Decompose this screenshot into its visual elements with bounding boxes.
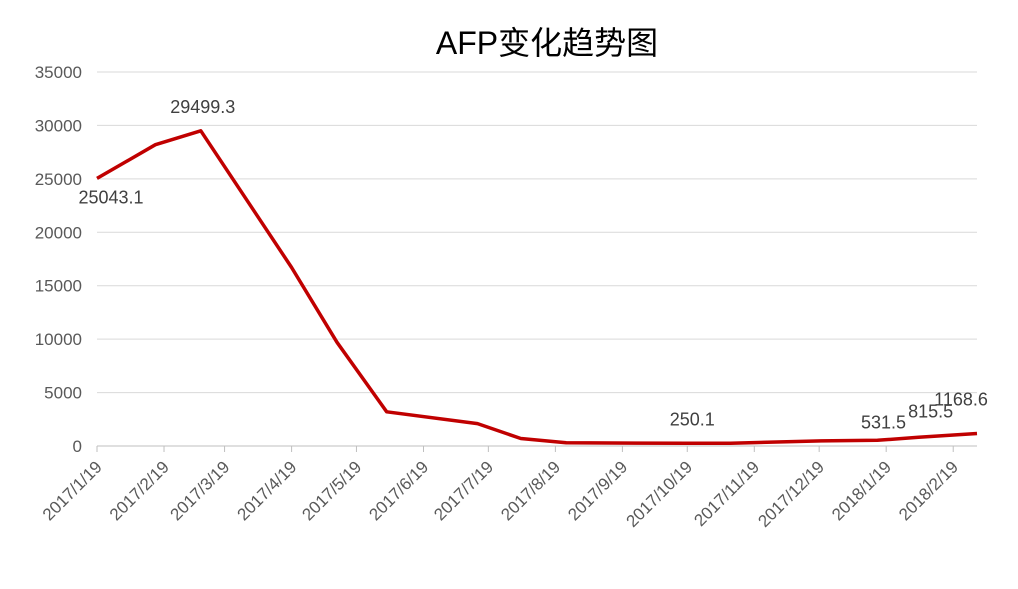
x-tick-label: 2017/4/19 — [234, 457, 301, 524]
y-tick-label: 20000 — [35, 223, 82, 242]
y-tick-label: 15000 — [35, 277, 82, 296]
y-tick-label: 30000 — [35, 116, 82, 135]
data-label: 815.5 — [908, 401, 953, 421]
data-label: 250.1 — [670, 409, 715, 429]
x-tick-label: 2017/12/19 — [754, 457, 828, 531]
x-tick-label: 2017/8/19 — [497, 457, 564, 524]
x-tick-label: 2017/2/19 — [106, 457, 173, 524]
data-line — [96, 129, 978, 446]
chart-title: AFP变化趋势图 — [436, 25, 658, 61]
x-tick-label: 2017/11/19 — [690, 457, 763, 530]
y-tick-label: 25000 — [35, 170, 82, 189]
x-tick-label: 2017/6/19 — [365, 457, 432, 524]
x-tick-label: 2018/2/19 — [895, 457, 962, 524]
x-tick-label: 2017/5/19 — [298, 457, 365, 524]
data-label: 1168.6 — [934, 390, 988, 410]
y-tick-label: 10000 — [35, 330, 82, 349]
x-tick-label: 2017/1/19 — [39, 457, 106, 524]
x-tick-label: 2017/3/19 — [166, 457, 233, 524]
data-label: 25043.1 — [78, 187, 143, 207]
y-tick-label: 5000 — [44, 384, 82, 403]
y-tick-label: 35000 — [35, 63, 82, 82]
y-tick-label: 0 — [73, 437, 82, 456]
data-label: 531.5 — [861, 412, 906, 432]
x-tick-label: 2017/9/19 — [564, 457, 631, 524]
x-tick-label: 2018/1/19 — [828, 457, 895, 524]
data-label: 29499.3 — [170, 97, 235, 117]
x-tick-label: 2017/7/19 — [430, 457, 497, 524]
x-tick-label: 2017/10/19 — [622, 457, 696, 531]
